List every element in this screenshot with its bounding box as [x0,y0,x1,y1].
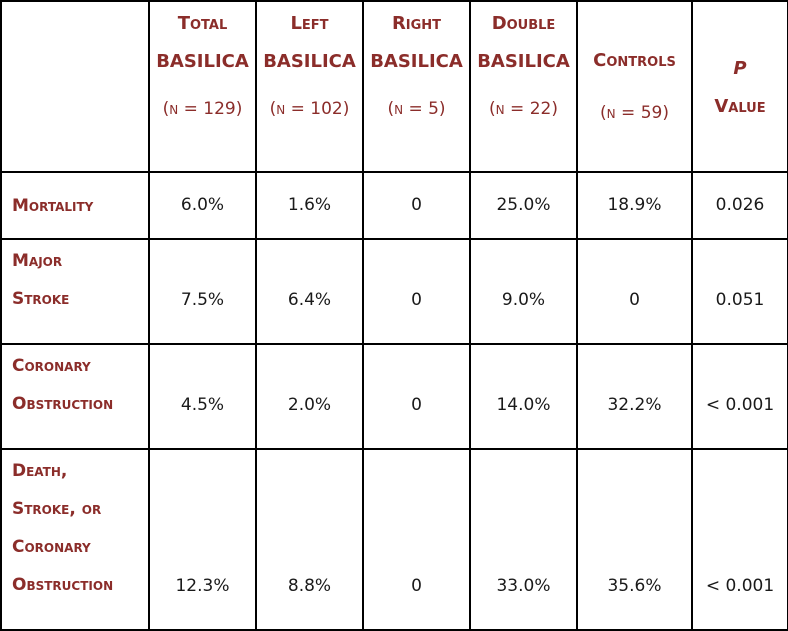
row-label-composite: Death, Stroke, or Coronary Obstruction [0,448,150,631]
header-total-line2: BASILICA [156,51,249,72]
cell-total: 7.5% [148,238,257,345]
row-label-line: Stroke, or [12,499,102,519]
header-pvalue-line1: P [733,58,747,79]
header-controls-line1: Controls [593,49,676,71]
cell-pvalue: < 0.001 [691,343,788,450]
header-total: Total BASILICA (n = 129) [148,0,257,173]
header-left: Left BASILICA (n = 102) [255,0,364,173]
header-total-line1: Total [177,13,228,34]
header-pvalue: P Value [691,0,788,173]
header-left-n: (n = 102) [269,99,350,119]
row-label-line: Coronary [12,537,91,557]
row-label-line: Obstruction [12,394,114,414]
row-label-mortality: Mortality [0,171,150,240]
header-total-n: (n = 129) [162,99,243,119]
cell-controls: 32.2% [576,343,693,450]
row-label-line: Stroke [12,289,70,309]
header-double-line2: BASILICA [477,51,570,72]
header-left-line2: BASILICA [263,51,356,72]
cell-total: 12.3% [148,448,257,631]
row-label-line: Major [12,251,63,271]
cell-left: 8.8% [255,448,364,631]
row-label-line: Coronary [12,356,91,376]
cell-controls: 35.6% [576,448,693,631]
cell-controls: 18.9% [576,171,693,240]
table-row-coronary-obstruction: Coronary Obstruction 4.5% 2.0% 0 14.0% 3… [0,343,788,450]
header-left-line1: Left [290,13,329,34]
table-row-mortality: Mortality 6.0% 1.6% 0 25.0% 18.9% 0.026 [0,171,788,240]
cell-pvalue: 0.026 [691,171,788,240]
header-controls-n: (n = 59) [600,102,669,123]
header-right-line2: BASILICA [370,51,463,72]
header-right-n: (n = 5) [387,99,446,119]
row-label-major-stroke: Major Stroke [0,238,150,345]
corner-cell [0,0,150,173]
cell-right: 0 [362,343,471,450]
row-label-line: Obstruction [12,575,114,595]
cell-double: 9.0% [469,238,578,345]
row-label-line: Death, [12,461,68,481]
cell-left: 1.6% [255,171,364,240]
cell-right: 0 [362,238,471,345]
cell-double: 14.0% [469,343,578,450]
header-double-line1: Double [491,13,556,34]
header-pvalue-line2: Value [714,96,766,117]
cell-left: 2.0% [255,343,364,450]
header-right: Right BASILICA (n = 5) [362,0,471,173]
cell-controls: 0 [576,238,693,345]
row-label-line: Mortality [12,195,94,216]
table-row-composite: Death, Stroke, or Coronary Obstruction 1… [0,448,788,631]
cell-double: 33.0% [469,448,578,631]
cell-right: 0 [362,448,471,631]
cell-double: 25.0% [469,171,578,240]
header-row: Total BASILICA (n = 129) Left BASILICA (… [0,0,788,173]
row-label-coronary-obstruction: Coronary Obstruction [0,343,150,450]
cell-left: 6.4% [255,238,364,345]
header-double: Double BASILICA (n = 22) [469,0,578,173]
cell-total: 4.5% [148,343,257,450]
cell-pvalue: 0.051 [691,238,788,345]
cell-pvalue: < 0.001 [691,448,788,631]
cell-total: 6.0% [148,171,257,240]
cell-right: 0 [362,171,471,240]
table-row-major-stroke: Major Stroke 7.5% 6.4% 0 9.0% 0 0.051 [0,238,788,345]
header-controls: Controls (n = 59) [576,0,693,173]
header-right-line1: Right [391,13,442,34]
header-double-n: (n = 22) [489,99,558,119]
